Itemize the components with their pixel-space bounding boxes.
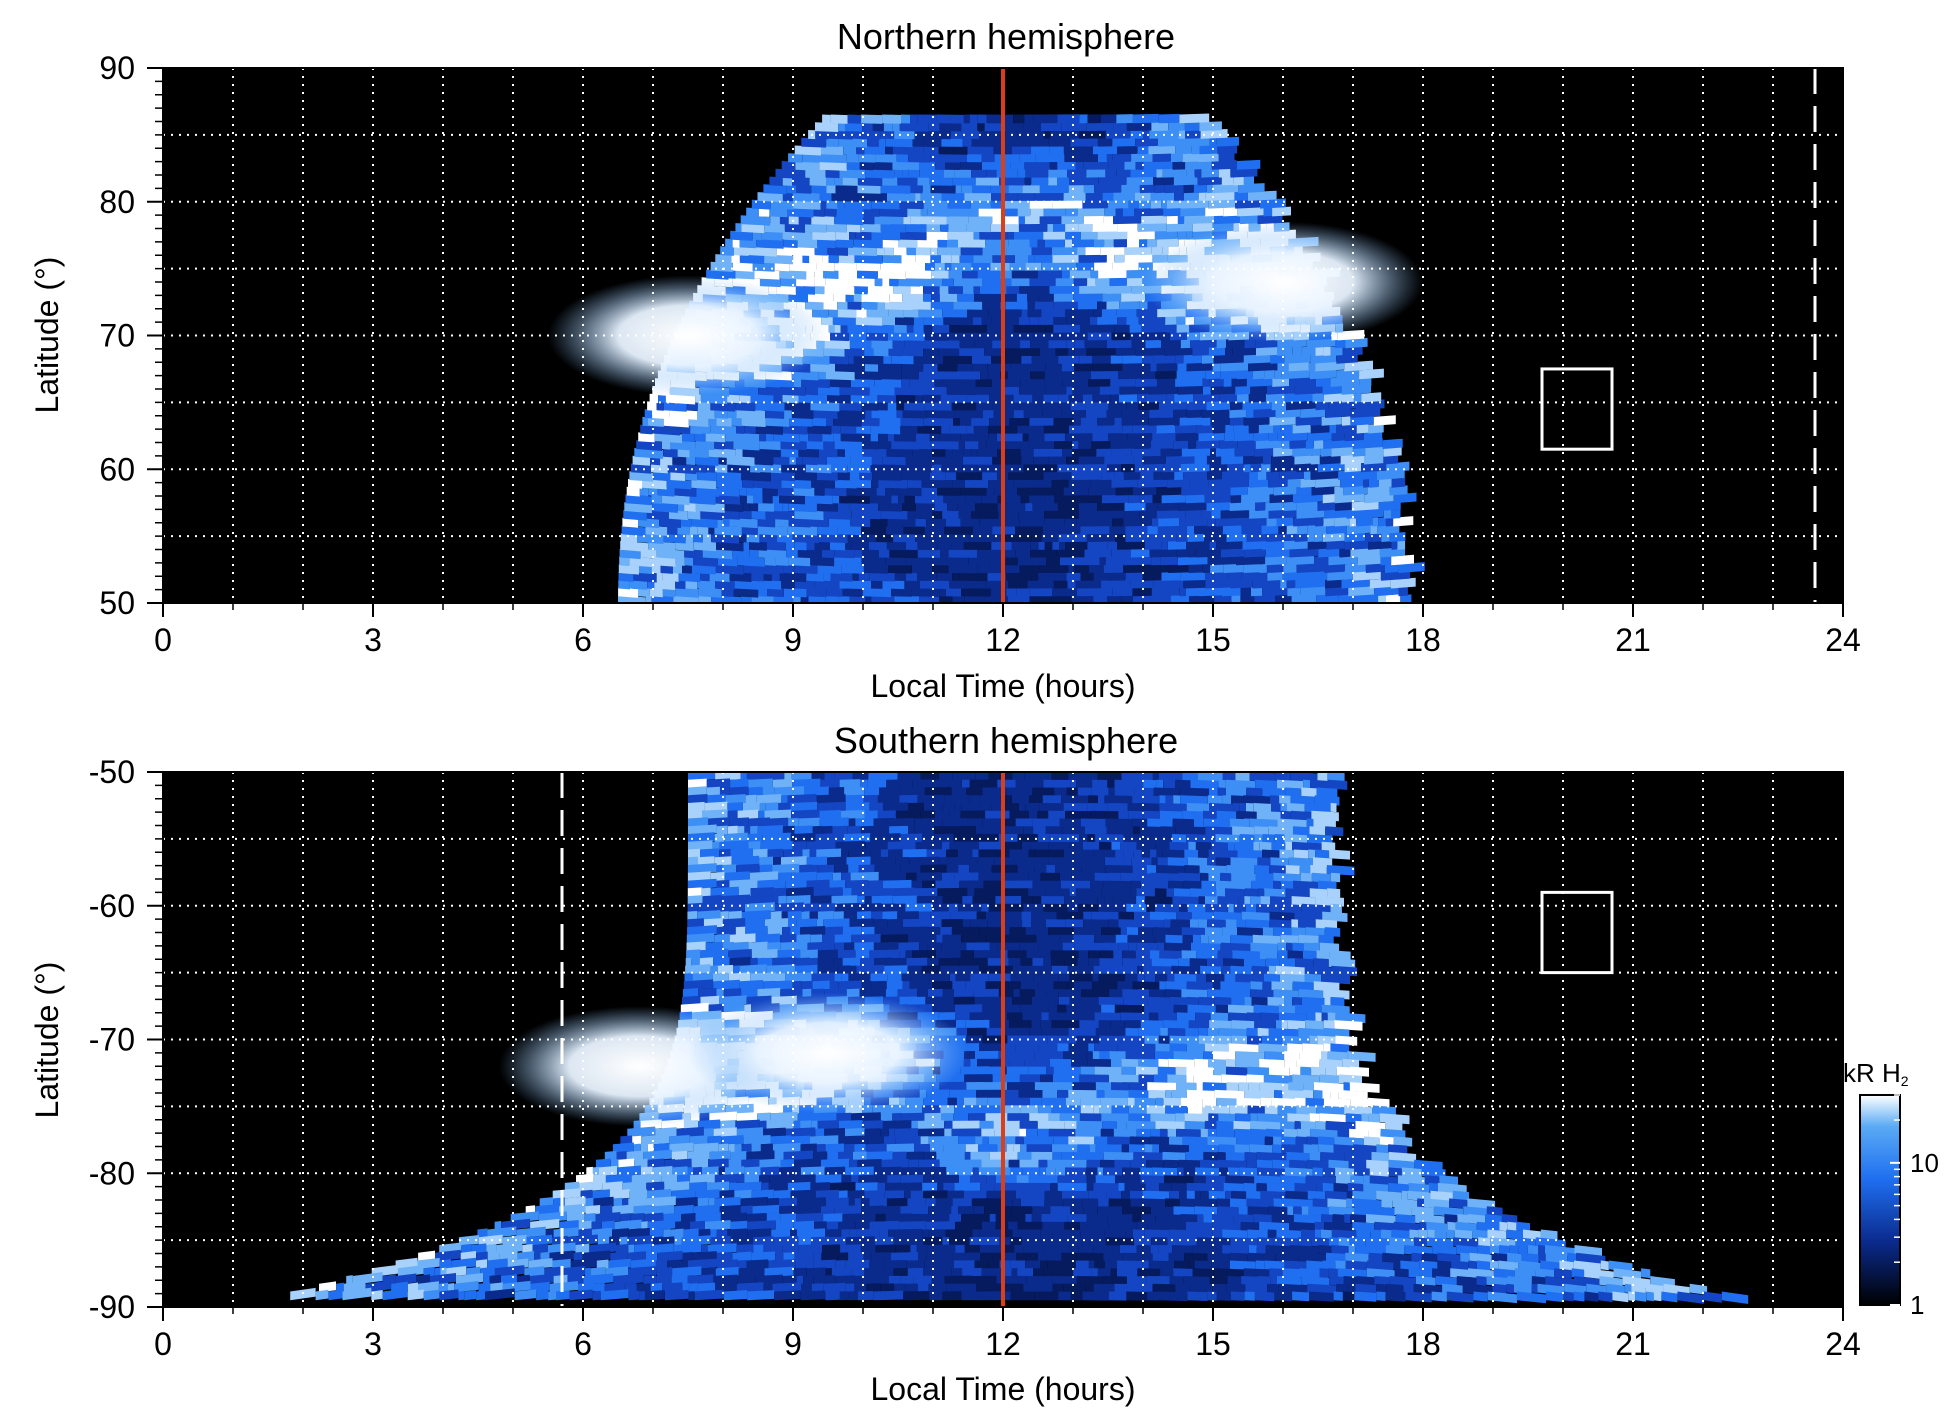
colorbar-gradient [1859,1094,1901,1306]
x-tick-label: 12 [985,1326,1021,1362]
x-tick-label: 3 [364,622,382,658]
x-tick-label: 6 [574,1326,592,1362]
x-tick-label: 18 [1405,1326,1441,1362]
x-tick-label: 9 [784,1326,802,1362]
south-y-axis-label: Latitude (°) [29,962,65,1119]
colorbar-ticks: 10 1 [1890,1094,1939,1320]
south-axes: 0 3 6 9 12 15 18 21 24 -50 -60 -70 -80 -90 [89,754,1861,1362]
colorbar-label: kR H2 [1843,1058,1909,1089]
reference-box [1540,890,1614,975]
colorbar-tick-label: 1 [1910,1290,1924,1320]
x-tick-label: 3 [364,1326,382,1362]
y-tick-label: 60 [99,451,135,487]
north-overlays [1001,68,1817,603]
north-emission-map [548,113,1425,603]
south-title: Southern hemisphere [834,720,1178,761]
north-axes: 0 3 6 9 12 15 18 21 24 50 60 70 80 90 [99,50,1860,658]
x-tick-label: 24 [1825,1326,1861,1362]
x-tick-label: 21 [1615,1326,1651,1362]
x-tick-label: 24 [1825,622,1861,658]
north-panel: Northern hemisphere 0 3 6 9 12 15 18 21 24 50 60 70… [29,16,1861,704]
x-tick-label: 12 [985,622,1021,658]
aurora-hotspot [688,992,968,1114]
y-tick-label: -80 [89,1155,135,1191]
x-tick-label: 0 [154,1326,172,1362]
south-emission-map [290,772,1749,1305]
x-tick-label: 15 [1195,1326,1231,1362]
south-x-axis-label: Local Time (hours) [871,1371,1136,1407]
reference-box [1540,367,1614,451]
south-overlays [560,772,1614,1307]
y-tick-label: -50 [89,754,135,790]
y-tick-label: 90 [99,50,135,86]
colorbar: kR H2 10 1 [1843,1058,1939,1320]
x-tick-label: 0 [154,622,172,658]
y-tick-label: -90 [89,1289,135,1325]
y-tick-label: -70 [89,1022,135,1058]
aurora-hotspot [548,275,828,396]
aurora-hotspot [1143,221,1423,343]
south-panel: Southern hemisphere 0 3 6 9 12 15 18 21 24 -50 -60… [29,720,1861,1407]
y-tick-label: 70 [99,318,135,354]
x-tick-label: 21 [1615,622,1651,658]
x-tick-label: 15 [1195,622,1231,658]
y-tick-label: 50 [99,585,135,621]
x-tick-label: 9 [784,622,802,658]
colorbar-tick-label: 10 [1910,1148,1939,1178]
y-tick-label: 80 [99,184,135,220]
north-x-axis-label: Local Time (hours) [871,668,1136,704]
y-tick-label: -60 [89,888,135,924]
north-y-axis-label: Latitude (°) [29,257,65,414]
x-tick-label: 6 [574,622,592,658]
north-title: Northern hemisphere [837,16,1175,57]
x-tick-label: 18 [1405,622,1441,658]
